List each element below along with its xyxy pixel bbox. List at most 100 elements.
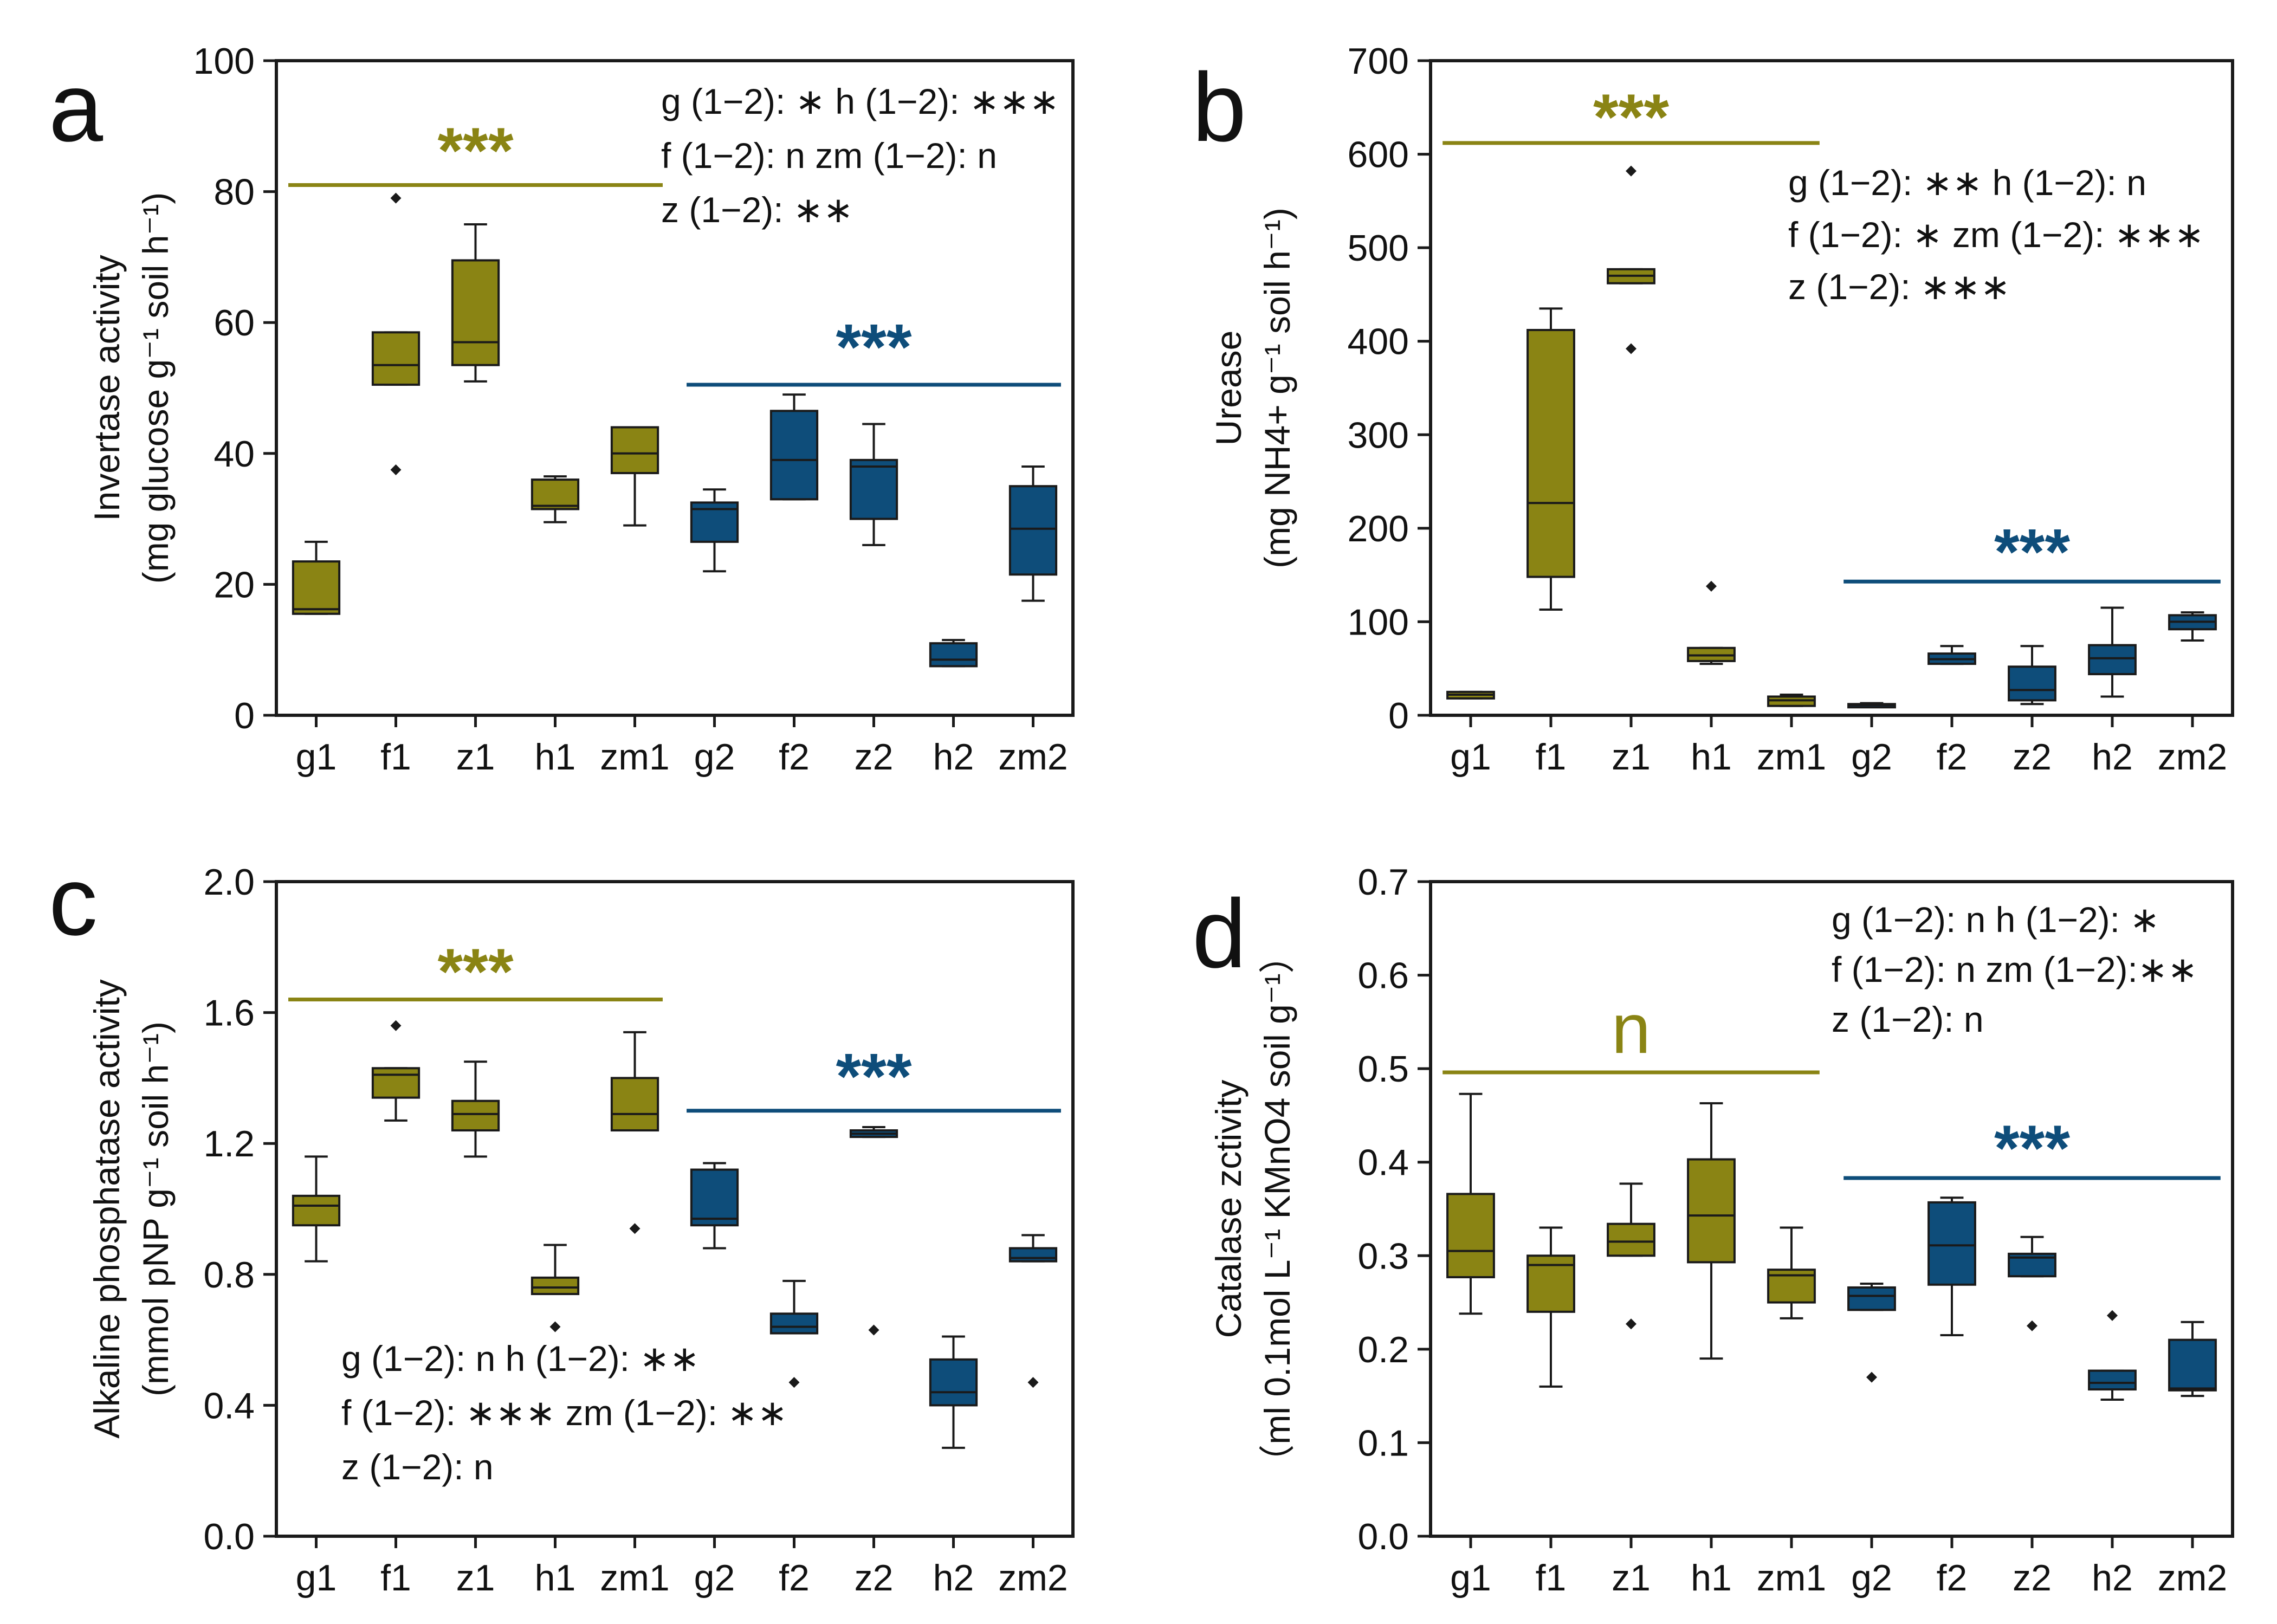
box-body — [1927, 1201, 1976, 1286]
y-tick-label: 0.1 — [1357, 1422, 1409, 1464]
y-tick-label: 700 — [1348, 41, 1409, 82]
box-body — [769, 1312, 819, 1335]
box-z1 — [451, 223, 500, 383]
x-tick-label: g2 — [1851, 736, 1892, 778]
y-tick-label: 0.5 — [1357, 1049, 1409, 1090]
x-tick-label: z1 — [456, 1557, 495, 1599]
x-tick-label: g1 — [1450, 1557, 1491, 1599]
y-axis-title: Urease — [1208, 331, 1249, 446]
box-g1 — [1446, 1092, 1495, 1315]
annotation-line: z (1−2): n — [1832, 999, 1984, 1039]
box-z1 — [1607, 165, 1655, 354]
x-tick-label: f1 — [1536, 736, 1567, 778]
box-body — [1607, 1222, 1655, 1257]
outlier-point — [390, 464, 402, 475]
panel-a: a 0 20 40 60 80 100 Invertase activity (mg gluco… — [49, 41, 1075, 778]
box-zm1 — [1767, 1226, 1816, 1319]
box-body — [929, 1358, 978, 1407]
box-zm1 — [610, 426, 659, 527]
box-zm2 — [1008, 465, 1058, 602]
box-body — [690, 1168, 739, 1227]
panel-b: b 0 100 200 300 400 500 600 700 Urease (mg NH4+ g⁻… — [1192, 41, 2234, 778]
box-zm2 — [2168, 611, 2217, 642]
annotation-line: g (1−2): ∗∗ h (1−2): n — [1788, 163, 2146, 203]
box-h1 — [531, 1244, 580, 1332]
box-body — [849, 458, 898, 520]
box-body — [292, 560, 341, 615]
annotation-line: g (1−2): ∗ h (1−2): ∗∗∗ — [661, 81, 1059, 121]
y-tick-label: 0.4 — [1357, 1142, 1409, 1183]
x-tick-label: h1 — [1691, 736, 1732, 778]
x-tick-label: g1 — [1450, 736, 1491, 778]
panel-letter: b — [1192, 53, 1246, 162]
y-tick-label: 0.2 — [1357, 1329, 1409, 1370]
x-tick-label: g1 — [296, 1557, 337, 1599]
box-body — [2008, 665, 2056, 702]
annotation-line: f (1−2): n zm (1−2):∗∗ — [1832, 949, 2197, 989]
significance-label: n — [1612, 989, 1651, 1068]
plot-frame — [275, 59, 1075, 717]
outlier-point — [390, 192, 402, 204]
plot-frame — [1429, 880, 2234, 1538]
box-body — [371, 331, 421, 386]
x-tick-label: h1 — [1691, 1557, 1732, 1599]
y-axis-title: Invertase activity — [87, 255, 127, 521]
box-body — [929, 642, 978, 668]
box-body — [610, 1077, 659, 1132]
significance-label: *** — [1593, 81, 1669, 153]
x-tick-label: f2 — [1937, 1557, 1968, 1599]
x-tick-label: f1 — [380, 1557, 411, 1599]
annotation-line: g (1−2): n h (1−2): ∗∗ — [341, 1338, 700, 1379]
box-z2 — [849, 1126, 898, 1336]
x-tick-label: z2 — [855, 1557, 894, 1599]
box-h1 — [1687, 1102, 1736, 1360]
box-h1 — [531, 475, 580, 523]
outlier-point — [868, 1324, 879, 1336]
y-tick-label: 0.7 — [1357, 862, 1409, 903]
box-g2 — [690, 488, 739, 573]
box-h2 — [929, 1335, 978, 1449]
outlier-point — [1626, 165, 1636, 177]
y-tick-label: 600 — [1348, 134, 1409, 176]
significance-label: *** — [836, 1040, 911, 1112]
box-body — [2088, 1369, 2137, 1391]
significance-label: *** — [1994, 1112, 2070, 1185]
panel-letter: a — [49, 53, 104, 162]
outlier-point — [1626, 1318, 1636, 1330]
significance-label: *** — [437, 114, 513, 187]
x-tick-label: f1 — [380, 736, 411, 778]
box-z2 — [2008, 1235, 2056, 1331]
significance-label: *** — [437, 935, 513, 1008]
outlier-point — [2027, 1320, 2037, 1331]
annotation-line: z (1−2): n — [341, 1447, 494, 1487]
y-tick-label: 100 — [193, 41, 255, 82]
x-tick-label: f1 — [1536, 1557, 1567, 1599]
x-tick-label: z2 — [2013, 1557, 2052, 1599]
y-tick-label: 100 — [1348, 601, 1409, 643]
box-f1 — [1526, 307, 1575, 611]
outlier-point — [629, 1223, 641, 1234]
box-g1 — [292, 540, 341, 615]
y-axis-unit: (mg NH4+ g⁻¹ soil h⁻¹) — [1257, 208, 1297, 568]
y-tick-label: 2.0 — [203, 862, 255, 903]
box-body — [1446, 1193, 1495, 1278]
x-tick-label: h2 — [933, 1557, 974, 1599]
box-f1 — [1526, 1226, 1575, 1388]
y-tick-label: 1.6 — [203, 993, 255, 1034]
box-body — [1687, 1158, 1736, 1264]
panel-d: d 0.0 0.1 0.2 0.3 0.4 0.5 0.6 0.7 Catalase zctivi… — [1192, 862, 2234, 1599]
annotation-line: g (1−2): n h (1−2): ∗ — [1832, 900, 2160, 940]
x-tick-label: z2 — [855, 736, 894, 778]
y-tick-label: 80 — [214, 172, 255, 213]
y-axis-unit: （ml 0.1mol L⁻¹ KMnO4 soil g⁻¹） — [1257, 937, 1297, 1480]
panel-letter: d — [1192, 879, 1246, 988]
outlier-point — [1706, 580, 1717, 592]
box-body — [1526, 329, 1575, 578]
y-axis-unit: (mmol pNP g⁻¹ soil h⁻¹) — [135, 1021, 176, 1396]
outlier-point — [788, 1377, 800, 1388]
box-z2 — [2008, 645, 2056, 706]
y-tick-label: 500 — [1348, 228, 1409, 269]
annotation-line: f (1−2): ∗ zm (1−2): ∗∗∗ — [1788, 215, 2204, 255]
x-tick-label: zm2 — [998, 1557, 1068, 1599]
